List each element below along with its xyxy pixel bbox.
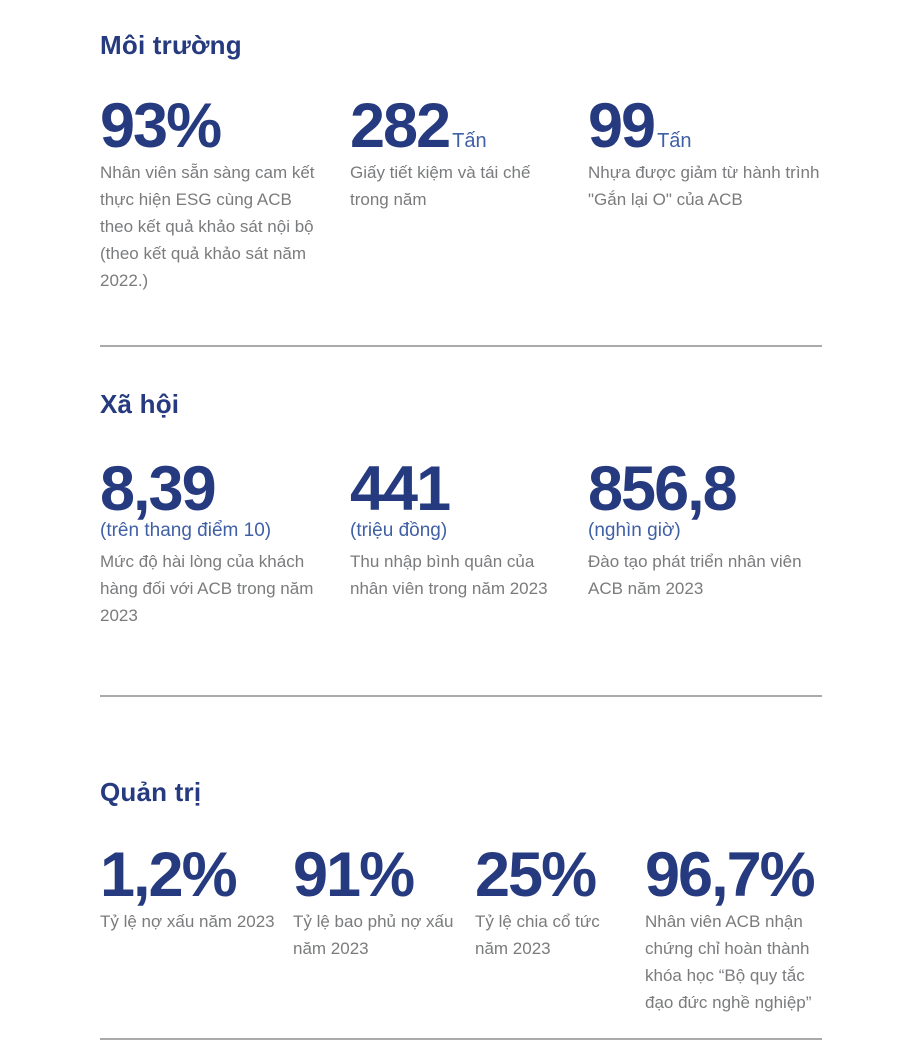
section-social: Xã hội 8,39 (trên thang điểm 10) Mức độ … <box>100 389 822 629</box>
governance-stats-row: 1,2% Tỷ lệ nợ xấu năm 2023 91% Tỷ lệ bao… <box>100 844 822 1016</box>
stat-desc: Tỷ lệ nợ xấu năm 2023 <box>100 912 275 931</box>
stat-desc: Nhựa được giảm từ hành trình "Gắn lại O"… <box>588 163 820 209</box>
stat-training-hours: 856,8 (nghìn giờ) Đào tạo phát triển nhâ… <box>588 458 822 602</box>
stat-value: 99 <box>588 91 656 161</box>
stat-desc: Thu nhập bình quân của nhân viên trong n… <box>350 552 548 598</box>
stat-sublabel: (trên thang điểm 10) <box>100 520 272 541</box>
stat-npl-ratio: 1,2% Tỷ lệ nợ xấu năm 2023 <box>100 844 293 935</box>
stat-desc: Mức độ hài lòng của khách hàng đối với A… <box>100 552 314 625</box>
stat-sublabel: (triệu đồng) <box>350 520 448 541</box>
stat-desc: Đào tạo phát triển nhân viên ACB năm 202… <box>588 552 802 598</box>
stat-value: 93% <box>100 91 222 161</box>
stat-desc: Nhân viên sẵn sàng cam kết thực hiện ESG… <box>100 163 315 290</box>
section-governance: Quản trị 1,2% Tỷ lệ nợ xấu năm 2023 91% … <box>100 777 822 1016</box>
stat-value: 8,39 <box>100 454 217 524</box>
social-stats-row: 8,39 (trên thang điểm 10) Mức độ hài lòn… <box>100 458 822 629</box>
stat-unit: Tấn <box>452 130 487 152</box>
stat-sublabel: (nghìn giờ) <box>588 520 681 541</box>
section-title-environment: Môi trường <box>100 30 242 60</box>
stat-value: 282 <box>350 91 451 161</box>
stat-value: 96,7% <box>645 840 816 910</box>
section-divider <box>100 695 822 697</box>
stat-desc: Nhân viên ACB nhận chứng chỉ hoàn thành … <box>645 912 812 1012</box>
stat-desc: Tỷ lệ bao phủ nợ xấu năm 2023 <box>293 912 454 958</box>
stat-value: 1,2% <box>100 840 238 910</box>
stat-desc: Tỷ lệ chia cổ tức năm 2023 <box>475 912 600 958</box>
stat-plastic-reduced: 99 Tấn Nhựa được giảm từ hành trình "Gắn … <box>588 95 822 213</box>
section-title-governance: Quản trị <box>100 777 202 807</box>
stat-value: 856,8 <box>588 454 738 524</box>
stat-customer-satisfaction: 8,39 (trên thang điểm 10) Mức độ hài lòn… <box>100 458 350 629</box>
stat-dividend-ratio: 25% Tỷ lệ chia cổ tức năm 2023 <box>475 844 645 962</box>
section-environment: Môi trường 93% Nhân viên sẵn sàng cam kế… <box>100 30 822 294</box>
stat-ethics-certificate: 96,7% Nhân viên ACB nhận chứng chỉ hoàn … <box>645 844 822 1016</box>
stat-average-income: 441 (triệu đồng) Thu nhập bình quân của … <box>350 458 588 602</box>
stat-esg-commitment: 93% Nhân viên sẵn sàng cam kết thực hiện… <box>100 95 350 294</box>
stat-unit: Tấn <box>657 130 692 152</box>
stat-npl-coverage: 91% Tỷ lệ bao phủ nợ xấu năm 2023 <box>293 844 475 962</box>
stat-value: 25% <box>475 840 597 910</box>
stat-value: 91% <box>293 840 415 910</box>
environment-stats-row: 93% Nhân viên sẵn sàng cam kết thực hiện… <box>100 95 822 294</box>
stat-paper-recycled: 282 Tấn Giấy tiết kiệm và tái chế trong n… <box>350 95 588 213</box>
section-divider <box>100 345 822 347</box>
section-title-social: Xã hội <box>100 389 180 419</box>
stat-value: 441 <box>350 454 451 524</box>
stat-desc: Giấy tiết kiệm và tái chế trong năm <box>350 163 531 209</box>
